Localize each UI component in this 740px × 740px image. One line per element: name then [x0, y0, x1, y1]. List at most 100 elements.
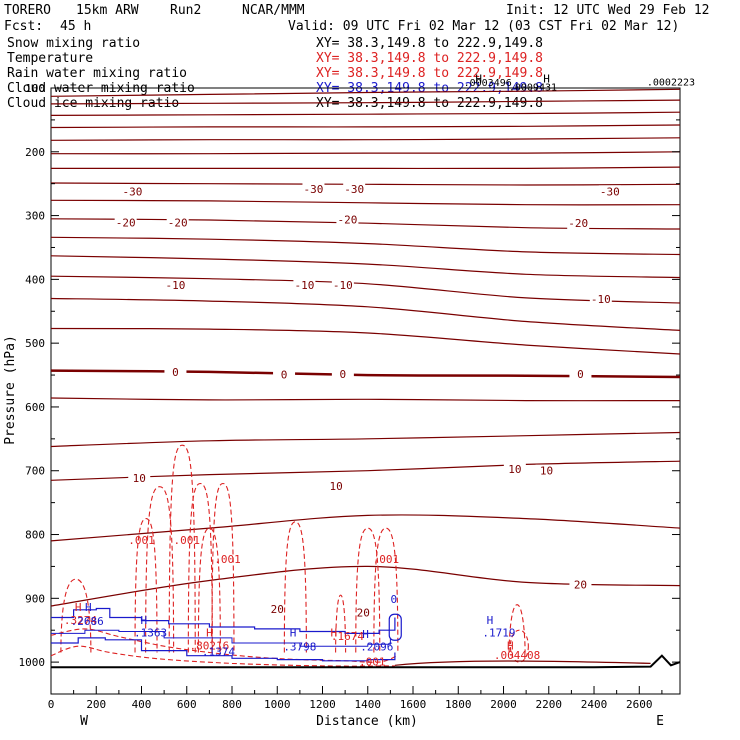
- legend-xy-cloud-ice: XY= 38.3,149.8 to 222.9,149.8: [316, 96, 543, 111]
- cloud-water-inner-contour: [51, 629, 391, 647]
- isotherm-label: 10: [329, 480, 342, 493]
- cloud-water-contour-label: .1363: [134, 627, 167, 640]
- cloud-ice-contour-label: .0009431: [509, 83, 557, 94]
- rain-plume-contour: [335, 594, 347, 653]
- isotherm-line: [50, 182, 681, 186]
- isotherm-label-bg: [336, 213, 359, 226]
- legend-xy-rain: XY= 38.3,149.8 to 222.9,149.8: [316, 66, 543, 81]
- rain-contour-label: .3274: [64, 614, 97, 627]
- legend: Snow mixing ratio XY= 38.3,149.8 to 222.…: [7, 36, 543, 111]
- x-tick-label: 1800: [445, 698, 472, 711]
- y-tick-label: 300: [25, 210, 45, 223]
- rain-plume-contour: [373, 527, 399, 653]
- isotherm-label-bg: [266, 603, 289, 616]
- surface-line: [51, 654, 681, 669]
- cloud-water-contour-label: .2096: [360, 641, 393, 654]
- isotherm-label: 0: [172, 366, 179, 379]
- isotherm-label: -30: [344, 183, 364, 196]
- x-tick-label: 2400: [581, 698, 608, 711]
- isotherm-label: -20: [168, 217, 188, 230]
- x-tick-label: 1200: [309, 698, 336, 711]
- rain-contour-label: .001: [214, 553, 241, 566]
- isotherm-line: [50, 255, 681, 279]
- y-tick-label: 200: [25, 146, 45, 159]
- y-tick-label: 100: [25, 82, 45, 95]
- cloud-water-contour-label: .1374: [202, 646, 235, 659]
- x-tick-label: 600: [177, 698, 197, 711]
- temperature-isotherms: -30 -30 -30 -30 -20 -20 -20 -20 -10 -10 -10 -10 0 0 0 0…: [50, 88, 681, 619]
- isotherm-label: 20: [574, 578, 587, 591]
- isotherm-label-bg: [567, 217, 590, 230]
- isotherm-line: [394, 660, 651, 666]
- y-tick-label: 400: [25, 273, 45, 286]
- rain-plume-contour: [355, 527, 381, 653]
- isotherm-line: [50, 199, 681, 206]
- legend-label-rain: Rain water mixing ratio: [7, 66, 187, 81]
- isotherm-label-bg: [343, 182, 366, 195]
- isotherm-label: -20: [568, 217, 588, 230]
- rain-maximum-marker: H: [507, 639, 514, 652]
- isotherm-label-bg: [352, 606, 375, 619]
- rain-maximum-marker: H: [206, 627, 213, 640]
- cloud-water-top-contour: [51, 607, 396, 634]
- rain-layer-contour: [50, 645, 395, 667]
- cloud-water-maximum-marker: H: [362, 628, 369, 641]
- isotherm-label-bg: [164, 279, 187, 292]
- isotherm-label-bg: [589, 293, 612, 306]
- cloud-water-contour-label: .3798: [283, 641, 316, 654]
- cloud-ice-contour-label: .0002223: [647, 77, 695, 88]
- valid-time: Valid: 09 UTC Fri 02 Mar 12 (03 CST Fri …: [288, 19, 679, 34]
- x-tick-label: 400: [132, 698, 152, 711]
- rain-plume-contour: [283, 521, 307, 653]
- isotherm-label: -10: [166, 279, 186, 292]
- rain-plume-contour: [197, 527, 221, 653]
- rain-plume-contour: [211, 482, 235, 653]
- contour-annotations: .001 .001 .001 .001 .001 .3274 .80216 .1674 .004…: [64, 72, 695, 668]
- rain-maximum-marker: H: [75, 601, 82, 614]
- x-tick-label: 2000: [490, 698, 517, 711]
- rain-contour-label: .001: [174, 534, 201, 547]
- model-run: Run2: [170, 3, 201, 18]
- cloud-water-closed-contour: [388, 613, 402, 641]
- rain-plume-contour: [145, 486, 175, 653]
- forecast-hour: 45 h: [60, 19, 91, 34]
- rain-contour-label: .001: [128, 534, 155, 547]
- model-org: NCAR/MMM: [242, 3, 305, 18]
- isotherm-label: 0: [577, 368, 584, 381]
- plot-frame: [50, 87, 681, 695]
- y-tick-label: 700: [25, 465, 45, 478]
- isotherm-label-bg: [166, 216, 189, 229]
- isotherm-line: [50, 166, 681, 170]
- rain-contour-label: .1674: [331, 630, 364, 643]
- isotherm-label: -10: [591, 293, 611, 306]
- isotherm-line: [50, 297, 681, 331]
- x-tick-label: 2600: [626, 698, 653, 711]
- isotherm-label: 20: [271, 603, 284, 616]
- x-tick-label: 1000: [264, 698, 291, 711]
- y-tick-label: 900: [25, 592, 45, 605]
- rain-water-contours: [50, 444, 529, 667]
- y-tick-label: 1000: [19, 656, 46, 669]
- isotherm-line: [50, 137, 681, 141]
- legend-xy-snow: XY= 38.3,149.8 to 222.9,149.8: [316, 36, 543, 51]
- cloud-ice-maximum-marker: H: [475, 72, 482, 85]
- y-tick-label: 600: [25, 401, 45, 414]
- rain-contour-label: .001: [359, 655, 386, 668]
- isotherm-label: 10: [508, 463, 521, 476]
- isotherm-label-bg: [535, 464, 558, 477]
- isotherm-line: [50, 460, 681, 481]
- isotherm-label-bg: [114, 216, 137, 229]
- x-tick-label: 1600: [400, 698, 427, 711]
- rain-contour-label: .80216: [190, 639, 230, 652]
- isotherm-label-bg: [302, 182, 325, 195]
- legend-label-snow: Snow mixing ratio: [7, 36, 140, 51]
- rain-maximum-marker: H: [331, 627, 338, 640]
- rain-closed-contour: [509, 629, 529, 663]
- isotherm-label: -30: [304, 183, 324, 196]
- x-axis-west-label: W: [80, 714, 88, 729]
- isotherm-label-bg: [293, 279, 316, 292]
- isotherm-label: 0: [281, 368, 288, 381]
- x-tick-label: 2200: [536, 698, 563, 711]
- isotherm-label-bg: [273, 368, 296, 381]
